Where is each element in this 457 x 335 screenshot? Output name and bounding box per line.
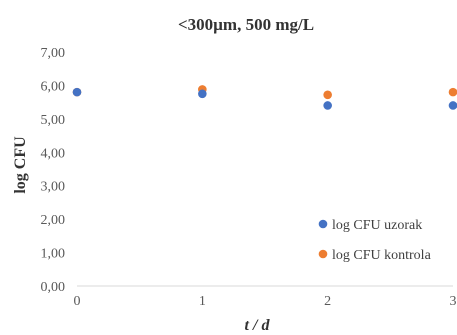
y-tick-label: 0,00	[41, 280, 66, 295]
x-tick-label: 2	[324, 294, 331, 309]
y-axis-label: log CFU	[12, 136, 29, 194]
legend-label: log CFU uzorak	[332, 218, 422, 233]
y-tick-label: 4,00	[41, 146, 66, 161]
data-point-uzorak	[198, 89, 207, 99]
x-axis-label: t / d	[245, 317, 271, 334]
x-tick-label: 3	[450, 294, 457, 309]
y-tick-label: 6,00	[41, 79, 66, 94]
data-point-kontrola	[448, 87, 457, 97]
x-tick-label: 0	[74, 294, 81, 309]
plot-area	[77, 285, 453, 287]
y-axis-ticks: 0,00 1,00 2,00 3,00 4,00 5,00 6,00 7,00	[41, 46, 66, 295]
x-axis-ticks: 0 1 2 3	[74, 294, 457, 309]
data-point-uzorak	[323, 101, 332, 110]
y-tick-label: 3,00	[41, 180, 66, 195]
data-point-uzorak	[72, 87, 82, 97]
chart-title: <300µm, 500 mg/L	[178, 15, 314, 34]
data-point-uzorak	[448, 101, 457, 110]
x-tick-label: 1	[199, 294, 206, 309]
y-tick-label: 5,00	[41, 113, 66, 128]
legend: log CFU uzorak log CFU kontrola	[318, 218, 432, 263]
legend-label: log CFU kontrola	[332, 248, 432, 263]
y-tick-label: 1,00	[41, 247, 66, 262]
legend-marker	[318, 219, 328, 229]
data-point-kontrola	[323, 90, 332, 100]
legend-marker	[318, 249, 328, 259]
y-tick-label: 7,00	[41, 46, 66, 61]
data-points	[72, 85, 457, 110]
y-tick-label: 2,00	[41, 213, 66, 228]
